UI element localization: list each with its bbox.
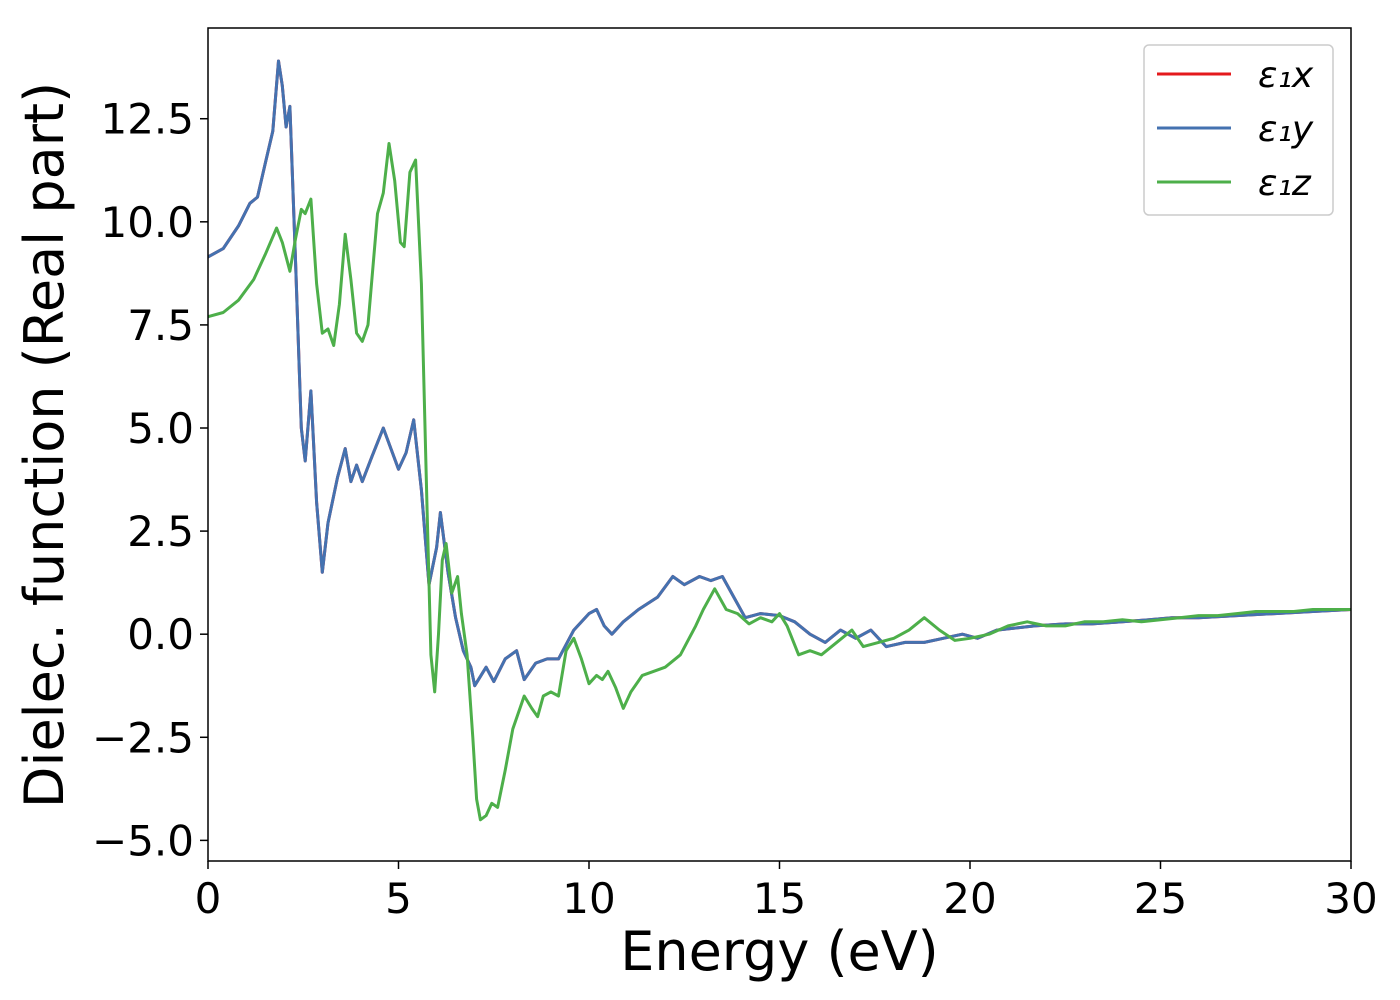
legend-box xyxy=(1143,44,1334,216)
x-tick-label: 15 xyxy=(753,874,806,923)
y-axis-label: Dielec. function (Real part) xyxy=(13,82,76,808)
series-line-2 xyxy=(208,142,1351,822)
series-layer xyxy=(208,59,1351,822)
x-axis-label: Energy (eV) xyxy=(620,920,939,983)
y-tick-label: 5.0 xyxy=(127,404,194,453)
y-tick-label: 10.0 xyxy=(100,198,194,247)
x-tick-label: 30 xyxy=(1324,874,1377,923)
legend-label: ε₁z xyxy=(1258,163,1312,204)
series-line-1 xyxy=(208,59,1351,688)
x-tick-label: 20 xyxy=(943,874,996,923)
y-tick-label: 2.5 xyxy=(127,507,194,556)
x-tick-label: 5 xyxy=(385,874,412,923)
y-tick-label: 0.0 xyxy=(127,610,194,659)
y-axis-ticks: −5.0 −2.5 0.0 2.5 5.0 7.5 10.0 12.5 xyxy=(92,95,208,865)
x-tick-label: 10 xyxy=(562,874,615,923)
y-tick-label: 12.5 xyxy=(100,95,194,144)
x-axis-ticks: 0 5 10 15 20 25 30 xyxy=(195,861,1378,923)
legend-label: ε₁y xyxy=(1258,109,1314,150)
legend-label: ε₁x xyxy=(1258,55,1314,96)
x-tick-label: 25 xyxy=(1134,874,1187,923)
y-tick-label: −5.0 xyxy=(92,816,194,865)
y-tick-label: 7.5 xyxy=(127,301,194,350)
legend: ε₁x ε₁y ε₁z xyxy=(1143,44,1334,216)
y-tick-label: −2.5 xyxy=(92,713,194,762)
x-tick-label: 0 xyxy=(195,874,222,923)
